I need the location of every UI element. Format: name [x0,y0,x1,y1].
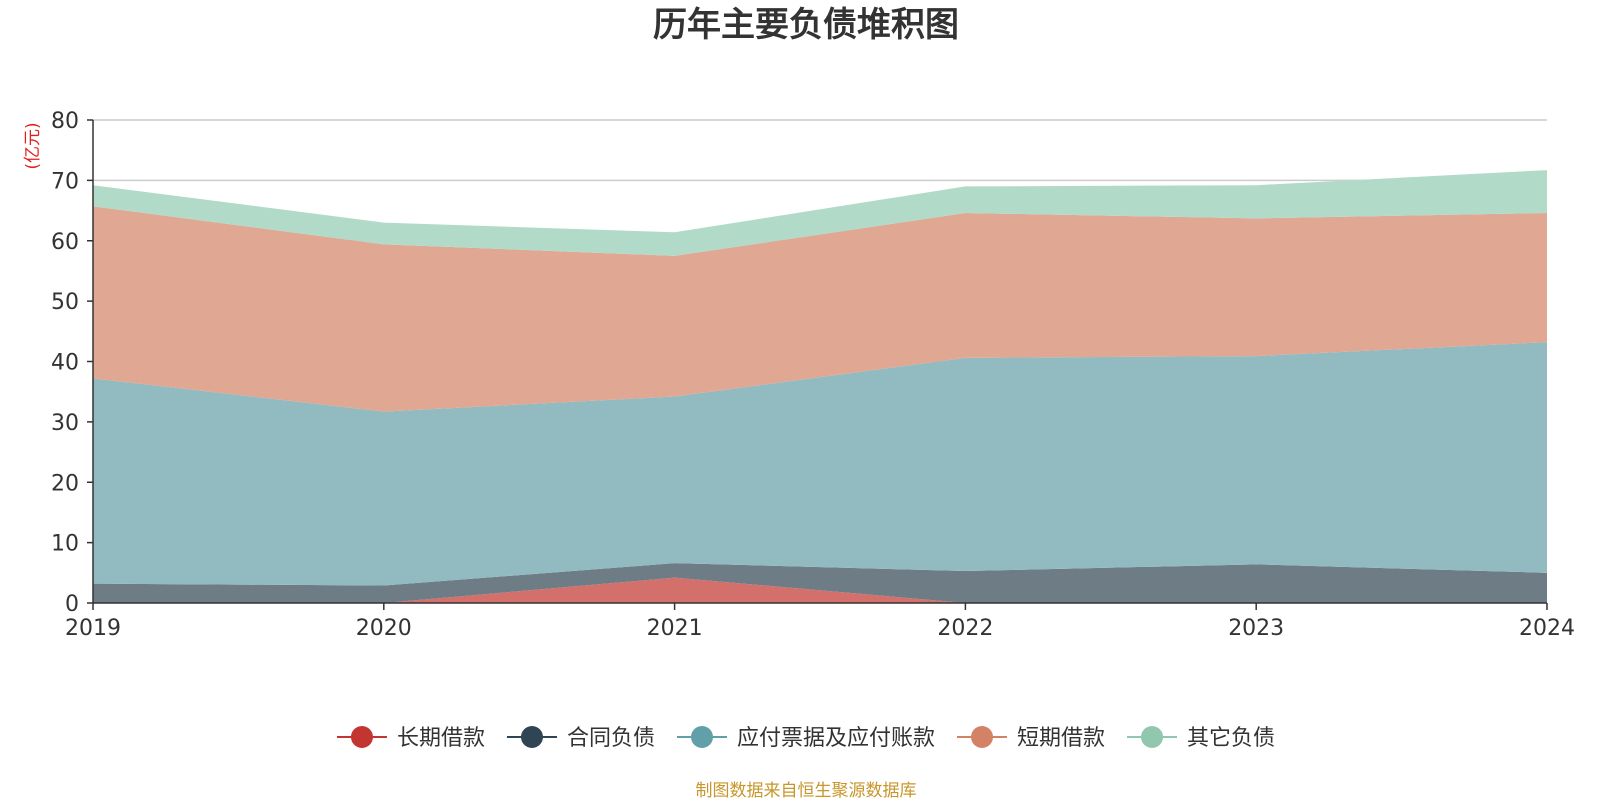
legend-item-4[interactable]: 短期借款 [957,726,1105,751]
legend-item-5[interactable]: 其它负债 [1127,726,1275,751]
legend-label: 短期借款 [1017,726,1105,751]
legend-item-2[interactable]: 合同负债 [506,726,655,751]
y-axis-unit-label: (亿元) [23,122,43,169]
y-tick-label: 40 [51,351,79,376]
y-tick-label: 80 [51,109,79,134]
series-area-2[interactable] [93,563,1547,603]
series-area-3[interactable] [93,342,1547,586]
legend-circle-marker [520,726,543,748]
series-area-1[interactable] [93,577,1547,603]
x-tick-label: 2021 [647,616,703,641]
legend-label: 合同负债 [567,726,655,751]
legend-item-1[interactable]: 长期借款 [336,726,485,751]
y-tick-label: 10 [51,532,79,557]
legend-label: 应付票据及应付账款 [737,726,935,751]
y-tick-label: 50 [51,290,79,315]
y-tick-label: 70 [51,169,79,194]
x-tick-label: 2024 [1519,616,1575,641]
legend-circle-marker [1141,726,1164,748]
x-tick-label: 2022 [937,616,993,641]
data-source-note: 制图数据来自恒生聚源数据库 [696,781,917,800]
legend-label: 其它负债 [1187,726,1275,751]
legend-item-3[interactable]: 应付票据及应付账款 [676,726,935,751]
x-tick-label: 2020 [356,616,412,641]
legend[interactable]: 长期借款 合同负债 应付票据及应付账款 短期借款 其它负债 [336,726,1275,751]
area-series [93,170,1547,603]
legend-circle-marker [971,726,994,748]
chart-title: 历年主要负债堆积图 [653,5,959,45]
axes: 0 10 20 30 40 50 60 70 80 2019 2020 2021 2022 2023 202… [51,109,1575,641]
series-area-4[interactable] [93,206,1547,412]
series-area-5[interactable] [93,170,1547,256]
legend-label: 长期借款 [397,726,485,751]
y-tick-label: 30 [51,411,79,436]
x-tick-label: 2023 [1228,616,1284,641]
y-tick-label: 60 [51,230,79,255]
legend-circle-marker [350,726,373,748]
legend-circle-marker [690,726,713,748]
x-tick-label: 2019 [65,616,121,641]
y-tick-label: 0 [65,592,79,617]
y-tick-label: 20 [51,471,79,496]
